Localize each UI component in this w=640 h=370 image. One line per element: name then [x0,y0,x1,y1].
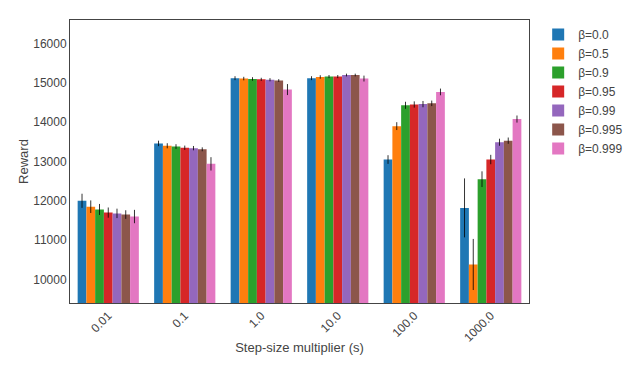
svg-text:β=0.995: β=0.995 [578,123,622,137]
svg-text:14000: 14000 [33,115,67,129]
svg-text:0.01: 0.01 [88,309,115,336]
svg-text:β=0.0: β=0.0 [578,28,609,42]
svg-text:12000: 12000 [33,194,67,208]
svg-text:13000: 13000 [33,155,67,169]
svg-text:β=0.999: β=0.999 [578,142,622,156]
svg-text:100.0: 100.0 [389,309,420,340]
svg-text:11000: 11000 [34,233,67,247]
svg-text:β=0.9: β=0.9 [578,66,609,80]
svg-text:β=0.99: β=0.99 [578,104,616,118]
svg-text:16000: 16000 [33,37,67,51]
svg-text:1.0: 1.0 [246,309,268,331]
svg-text:1000.0: 1000.0 [461,309,497,345]
svg-text:Reward: Reward [16,139,31,184]
svg-text:10000: 10000 [33,273,67,287]
svg-text:15000: 15000 [33,76,67,90]
svg-text:Step-size multiplier (s): Step-size multiplier (s) [235,340,364,355]
svg-text:β=0.5: β=0.5 [578,47,609,61]
svg-text:10.0: 10.0 [318,309,345,336]
svg-text:0.1: 0.1 [169,309,191,331]
svg-text:β=0.95: β=0.95 [578,85,616,99]
